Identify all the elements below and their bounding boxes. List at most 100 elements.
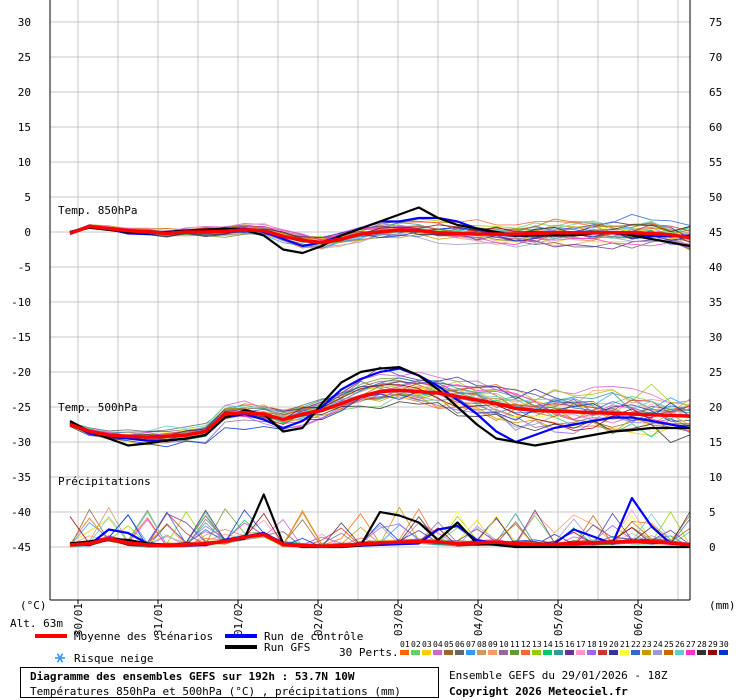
legend-control-label: Run de contrôle xyxy=(264,630,363,643)
member-line xyxy=(69,390,691,448)
run-info: Ensemble GEFS du 29/01/2026 - 18Z xyxy=(449,669,668,682)
member-legend-swatch xyxy=(664,650,673,655)
member-legend-swatch xyxy=(411,650,420,655)
member-legend-swatch xyxy=(708,650,717,655)
member-legend-swatch xyxy=(444,650,453,655)
left-tick-label: -15 xyxy=(11,331,31,344)
member-legend-id: 14 xyxy=(543,640,553,649)
right-tick-label: 20 xyxy=(709,401,722,414)
right-tick-label: 35 xyxy=(709,296,722,309)
x-date-label: 02/02 xyxy=(312,603,325,636)
member-legend-swatch xyxy=(433,650,442,655)
mean-t500-line xyxy=(69,388,691,439)
member-legend-id: 01 xyxy=(400,640,410,649)
member-legend-swatch xyxy=(455,650,464,655)
left-axis-unit: (°C) xyxy=(20,599,47,612)
member-legend-id: 27 xyxy=(686,640,696,649)
member-legend-swatch xyxy=(532,650,541,655)
right-axis-unit: (mm) xyxy=(709,599,736,612)
series-mean xyxy=(69,224,691,549)
x-date-label: 03/02 xyxy=(392,603,405,636)
chart-title: Diagramme des ensembles GEFS sur 192h : … xyxy=(30,670,355,683)
member-legend-id: 18 xyxy=(587,640,597,649)
member-legend-id: 03 xyxy=(422,640,432,649)
member-legend-swatch xyxy=(488,650,497,655)
left-tick-label: -20 xyxy=(11,366,31,379)
member-legend-swatch xyxy=(466,650,475,655)
member-legend-swatch xyxy=(631,650,640,655)
chart-subtitle: Températures 850hPa et 500hPa (°C) , pré… xyxy=(30,685,401,698)
right-tick-label: 15 xyxy=(709,436,722,449)
right-tick-label: 75 xyxy=(709,16,722,29)
member-legend-id: 19 xyxy=(598,640,608,649)
member-legend-id: 07 xyxy=(466,640,476,649)
temp-500-label: Temp. 500hPa xyxy=(58,401,137,414)
member-legend-swatch xyxy=(554,650,563,655)
snowflake-icon xyxy=(55,653,65,663)
left-tick-label: -35 xyxy=(11,471,31,484)
grid-lines xyxy=(50,0,690,600)
precip-label: Précipitations xyxy=(58,475,151,488)
member-legend-swatch xyxy=(565,650,574,655)
member-legend-swatch xyxy=(719,650,728,655)
main-series xyxy=(69,206,691,549)
member-line xyxy=(69,380,691,433)
member-legend-swatch xyxy=(499,650,508,655)
member-legend-id: 21 xyxy=(620,640,630,649)
right-tick-label: 25 xyxy=(709,366,722,379)
left-tick-label: 25 xyxy=(18,51,31,64)
member-legend-id: 16 xyxy=(565,640,575,649)
temp-850-label: Temp. 850hPa xyxy=(58,204,137,217)
left-tick-label: -25 xyxy=(11,401,31,414)
x-date-label: 31/01 xyxy=(152,603,165,636)
copyright: Copyright 2026 Meteociel.fr xyxy=(449,685,628,698)
member-legend-swatch xyxy=(477,650,486,655)
title-box: Diagramme des ensembles GEFS sur 192h : … xyxy=(20,667,439,698)
right-tick-label: 55 xyxy=(709,156,722,169)
member-legend-id: 12 xyxy=(521,640,531,649)
member-line xyxy=(69,392,691,437)
right-tick-label: 5 xyxy=(709,506,716,519)
member-legend-id: 17 xyxy=(576,640,586,649)
mean-precip-line xyxy=(69,532,691,549)
right-tick-label: 70 xyxy=(709,51,722,64)
right-tick-label: 30 xyxy=(709,331,722,344)
legend-perts-label: 30 Perts. xyxy=(339,646,399,659)
x-date-label: 01/02 xyxy=(232,603,245,636)
member-line xyxy=(69,218,691,240)
member-legend-swatch xyxy=(422,650,431,655)
member-legend-id: 06 xyxy=(455,640,465,649)
left-tick-label: 5 xyxy=(24,191,31,204)
member-legend-swatch xyxy=(609,650,618,655)
mean-t850-line xyxy=(69,224,691,245)
member-legend-swatch xyxy=(642,650,651,655)
x-date-label: 05/02 xyxy=(552,603,565,636)
left-tick-label: 30 xyxy=(18,16,31,29)
left-tick-label: 20 xyxy=(18,86,31,99)
legend-mean-label: Moyenne des scénarios xyxy=(74,630,213,643)
member-legend-swatch xyxy=(697,650,706,655)
gfs-t500-line xyxy=(69,366,690,447)
member-legend-id: 05 xyxy=(444,640,454,649)
member-legend-swatch xyxy=(400,650,409,655)
right-tick-label: 50 xyxy=(709,191,722,204)
member-legend-id: 30 xyxy=(719,640,729,649)
member-legend-id: 13 xyxy=(532,640,542,649)
x-date-label: 04/02 xyxy=(472,603,485,636)
member-legend-swatch xyxy=(587,650,596,655)
member-legend-swatch xyxy=(653,650,662,655)
left-tick-label: -10 xyxy=(11,296,31,309)
member-legend-id: 04 xyxy=(433,640,443,649)
member-legend-id: 24 xyxy=(653,640,663,649)
member-legend-id: 26 xyxy=(675,640,685,649)
member-legend-swatch xyxy=(675,650,684,655)
left-tick-label: -30 xyxy=(11,436,31,449)
x-date-label: 06/02 xyxy=(632,603,645,636)
member-legend-id: 20 xyxy=(609,640,619,649)
member-legend-swatch xyxy=(620,650,629,655)
member-legend-id: 02 xyxy=(411,640,421,649)
left-tick-label: 0 xyxy=(24,226,31,239)
member-legend-swatch xyxy=(598,650,607,655)
member-legend-swatch xyxy=(686,650,695,655)
